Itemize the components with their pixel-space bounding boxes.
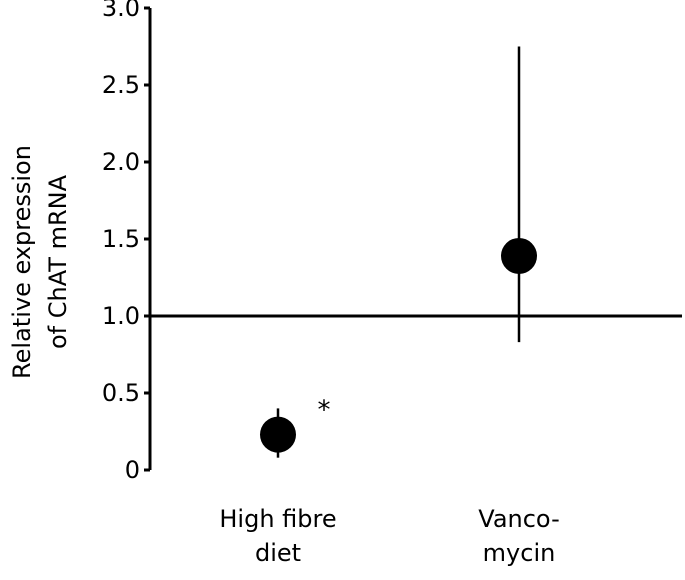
- category-label-line: mycin: [483, 539, 556, 567]
- y-tick-label: 3.0: [102, 0, 140, 22]
- y-tick-label: 2.0: [102, 148, 140, 176]
- y-axis-title-line: of ChAT mRNA: [44, 174, 72, 349]
- significance-marker: *: [318, 396, 331, 426]
- y-axis: 0 0.5 1.0 1.5 2.0 2.5 3.0: [102, 0, 152, 484]
- y-tick-label: 1.5: [102, 225, 140, 253]
- data-point: [260, 416, 296, 453]
- y-axis-title-line: Relative expression: [8, 145, 36, 379]
- y-tick-label: 2.5: [102, 71, 140, 99]
- category-label-line: Vanco-: [478, 505, 559, 533]
- data-points: *: [260, 46, 537, 458]
- y-axis-title: Relative expression of ChAT mRNA: [8, 145, 72, 379]
- category-labels: High fibre diet Vanco-mycin: [219, 505, 559, 567]
- category-label: Vanco-mycin: [478, 505, 559, 567]
- category-label: High fibre diet: [219, 505, 336, 567]
- category-label-line: diet: [255, 539, 301, 567]
- y-tick-label: 0.5: [102, 379, 140, 407]
- category-label-line: High fibre: [219, 505, 336, 533]
- y-axis-label: Relative expression of ChAT mRNA: [8, 145, 72, 379]
- y-tick-label: 0: [125, 456, 140, 484]
- y-tick-label: 1.0: [102, 302, 140, 330]
- data-point: [501, 237, 537, 274]
